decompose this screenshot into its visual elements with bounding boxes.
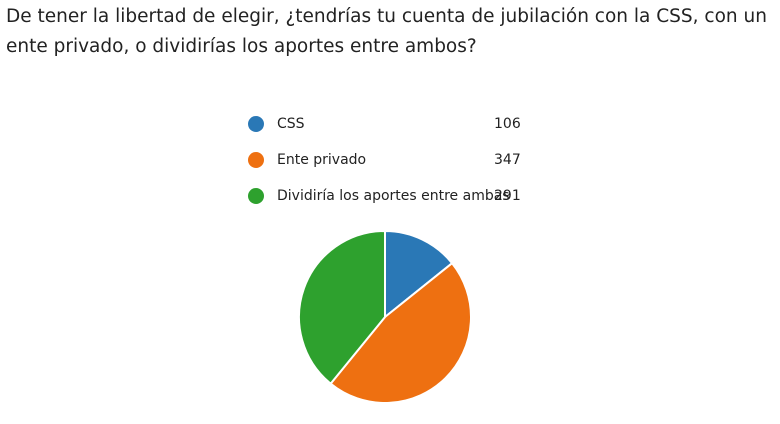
legend-marker [248, 152, 264, 168]
legend-value: 347 [494, 152, 521, 168]
legend-value: 291 [494, 188, 521, 204]
legend-label: Ente privado [277, 152, 366, 168]
chart-title: De tener la libertad de elegir, ¿tendría… [6, 6, 767, 57]
legend-label: CSS [277, 116, 305, 132]
legend-label: Dividiría los aportes entre ambas [277, 188, 510, 204]
legend-marker [248, 116, 264, 132]
pie-slice [298, 229, 386, 386]
legend-value: 106 [494, 116, 521, 132]
pie-slice [329, 261, 472, 404]
pie-slice [384, 229, 454, 320]
legend-marker [248, 188, 264, 204]
